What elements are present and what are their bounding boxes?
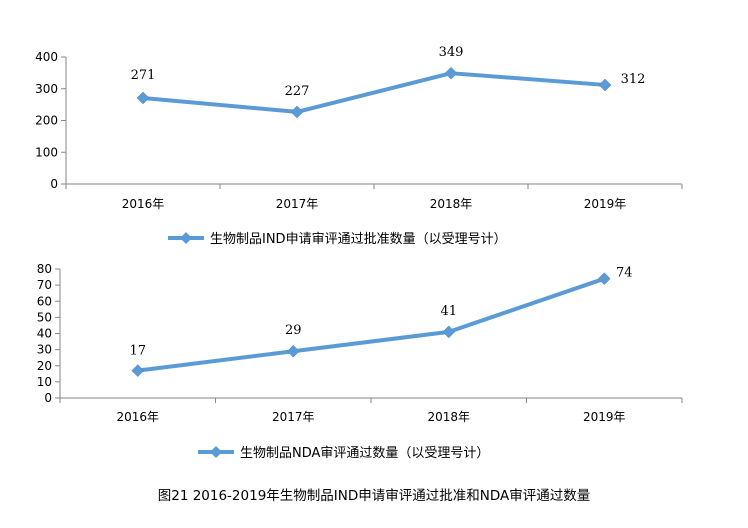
data-point-marker — [597, 272, 611, 286]
data-label: 17 — [129, 344, 146, 359]
data-label: 349 — [439, 45, 464, 60]
data-point-marker — [598, 78, 612, 92]
x-tick-label: 2019年 — [584, 197, 627, 211]
data-point-marker — [131, 364, 145, 377]
data-point-marker — [444, 66, 458, 80]
x-tick-label: 2017年 — [272, 410, 315, 424]
data-label: 41 — [440, 304, 457, 319]
y-tick-label: 50 — [37, 310, 52, 324]
legend-label: 生物制品IND申请审评通过批准数量（以受理号计） — [210, 232, 507, 247]
x-tick-label: 2018年 — [430, 197, 473, 211]
y-tick-label: 40 — [37, 327, 52, 341]
y-tick-label: 60 — [37, 294, 52, 308]
y-tick-label: 20 — [37, 359, 52, 373]
legend-marker — [210, 446, 222, 458]
legend-label: 生物制品NDA审评通过数量（以受理号计） — [240, 446, 489, 461]
data-label: 271 — [131, 68, 156, 83]
series-line — [141, 71, 607, 114]
data-point-marker — [136, 91, 150, 105]
data-label: 312 — [621, 72, 646, 87]
y-tick-label: 30 — [37, 343, 52, 357]
x-tick-label: 2016年 — [122, 197, 165, 211]
y-tick-label: 200 — [35, 114, 58, 128]
legend-marker — [180, 232, 192, 244]
y-tick-label: 80 — [37, 262, 52, 276]
y-tick-label: 70 — [37, 278, 52, 292]
data-point-marker — [290, 105, 304, 119]
x-tick-label: 2018年 — [427, 410, 470, 424]
y-tick-label: 100 — [35, 145, 58, 159]
ind-chart: 0 100 200 300 400 2016年 2017年 2018年 2019年 271 227 3… — [35, 45, 683, 247]
y-tick-label: 300 — [35, 82, 58, 96]
nda-chart: 0 10 20 30 40 50 60 70 80 2016年 2017年 2018年 2019年 17 2… — [37, 262, 683, 461]
y-tick-label: 0 — [50, 177, 58, 191]
y-tick-label: 0 — [44, 391, 52, 405]
data-point-marker — [286, 344, 300, 358]
data-label: 74 — [616, 266, 633, 281]
x-tick-label: 2019年 — [583, 410, 626, 424]
y-tick-label: 400 — [35, 50, 58, 64]
data-point-marker — [442, 325, 456, 339]
x-tick-label: 2016年 — [116, 410, 159, 424]
x-tick-label: 2017年 — [276, 197, 319, 211]
y-tick-label: 10 — [37, 375, 52, 389]
series-line — [135, 276, 607, 373]
figure-caption: 图21 2016-2019年生物制品IND申请审评通过批准和NDA审评通过数量 — [158, 488, 591, 504]
data-label: 227 — [285, 84, 310, 99]
data-label: 29 — [285, 323, 302, 338]
